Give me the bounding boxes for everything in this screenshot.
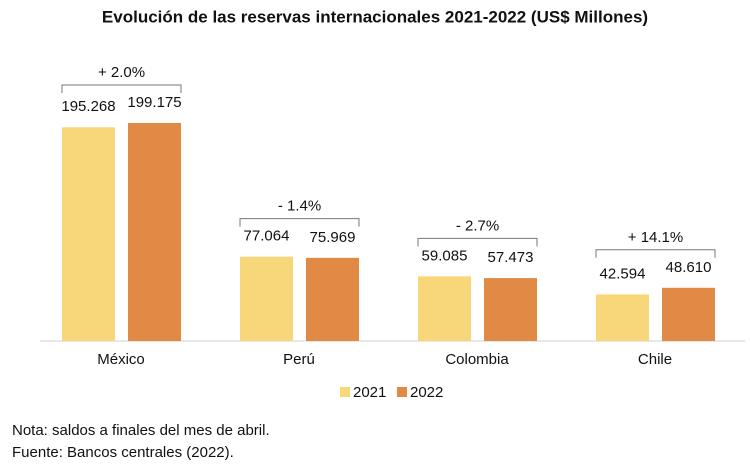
change-label: + 14.1% bbox=[628, 229, 683, 246]
bar bbox=[662, 287, 715, 341]
x-tick-label: Perú bbox=[283, 351, 315, 368]
bar bbox=[484, 278, 537, 341]
change-bracket bbox=[61, 84, 182, 93]
bar bbox=[418, 276, 471, 341]
note: Nota: saldos a finales del mes de abril. bbox=[12, 422, 270, 439]
value-label: 75.969 bbox=[310, 229, 356, 246]
value-label: 59.085 bbox=[422, 247, 468, 264]
bar bbox=[596, 294, 649, 341]
legend-swatch bbox=[397, 387, 407, 397]
note: Fuente: Bancos centrales (2022). bbox=[12, 444, 234, 461]
bar bbox=[240, 256, 293, 341]
x-tick-label: México bbox=[97, 351, 145, 368]
x-tick-label: Chile bbox=[638, 351, 672, 368]
value-label: 77.064 bbox=[244, 228, 290, 245]
legend-swatch bbox=[340, 387, 350, 397]
value-label: 195.268 bbox=[61, 98, 115, 115]
legend-label: 2022 bbox=[410, 384, 443, 401]
value-label: 199.175 bbox=[127, 94, 181, 111]
bar bbox=[128, 123, 181, 341]
change-label: + 2.0% bbox=[98, 64, 145, 81]
x-tick-label: Colombia bbox=[445, 351, 509, 368]
value-label: 57.473 bbox=[488, 249, 534, 266]
change-bracket bbox=[239, 218, 360, 227]
change-label: - 1.4% bbox=[278, 198, 321, 215]
chart-title: Evolución de las reservas internacionale… bbox=[102, 7, 648, 26]
change-label: - 2.7% bbox=[456, 217, 499, 234]
value-label: 48.610 bbox=[666, 259, 712, 276]
value-label: 42.594 bbox=[600, 265, 646, 282]
bar bbox=[62, 127, 115, 341]
legend-label: 2021 bbox=[353, 384, 386, 401]
bar bbox=[306, 257, 359, 341]
change-bracket bbox=[417, 237, 538, 247]
change-bracket bbox=[595, 249, 716, 258]
